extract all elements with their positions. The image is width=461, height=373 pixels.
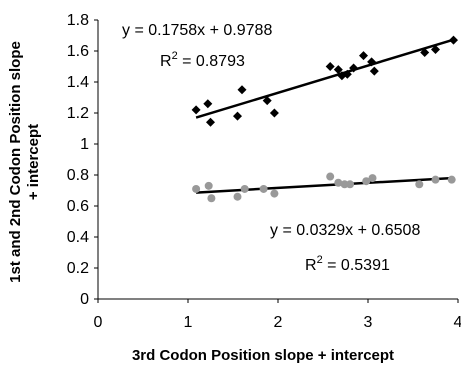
y-axis-title-line-2: + intercept (25, 124, 42, 200)
data-point-series-2 (233, 192, 242, 201)
x-tick-label: 3 (364, 314, 373, 331)
data-point-series-1 (359, 51, 368, 61)
data-point-series-2 (362, 177, 371, 186)
data-point-series-1 (367, 57, 377, 67)
data-point-series-2 (259, 184, 268, 193)
data-point-series-1 (233, 111, 242, 121)
y-tick-label: 0.4 (67, 229, 89, 246)
data-point-series-2 (431, 175, 440, 184)
data-point-series-1 (262, 96, 272, 106)
data-point-series-2 (447, 175, 456, 184)
y-tick-label: 1 (80, 136, 89, 153)
trendline-series-1 (195, 38, 454, 119)
data-point-series-2 (415, 180, 424, 189)
data-point-series-2 (270, 189, 279, 198)
x-axis-ticks: 0 1 2 3 4 (94, 299, 461, 331)
data-point-series-1 (342, 69, 352, 79)
trendlines (195, 38, 454, 194)
series-1-equation: y = 0.1758x + 0.9788 (122, 22, 272, 39)
data-point-series-1 (369, 66, 379, 76)
data-point-series-2 (192, 184, 201, 193)
data-point-series-1 (237, 85, 247, 95)
data-point-series-1 (431, 44, 440, 54)
x-tick-label: 2 (274, 314, 283, 331)
data-point-series-2 (207, 194, 216, 203)
y-tick-label: 1.8 (67, 12, 89, 29)
data-point-series-1 (349, 63, 359, 73)
y-tick-label: 0.2 (67, 260, 89, 277)
x-tick-label: 1 (184, 314, 193, 331)
data-point-series-1 (191, 105, 201, 115)
data-point-series-1 (325, 62, 335, 71)
data-point-series-1 (333, 65, 343, 75)
y-tick-label: 0 (80, 291, 89, 308)
x-tick-label: 4 (454, 314, 461, 331)
y-axis-title-line-1: 1st and 2nd Codon Position slope (7, 41, 24, 283)
trendline-series-2 (196, 176, 454, 194)
data-point-series-1 (420, 48, 430, 58)
data-point-series-1 (269, 108, 279, 118)
data-point-series-2 (240, 184, 249, 193)
series-2-r-squared: R2 = 0.5391 (305, 254, 390, 274)
data-point-series-2 (334, 178, 343, 187)
data-point-series-2 (346, 180, 354, 189)
x-tick-label: 0 (94, 314, 103, 331)
data-point-series-1 (449, 35, 458, 45)
series-1-r-squared: R2 = 0.8793 (160, 50, 245, 70)
data-point-series-2 (368, 174, 377, 183)
x-axis-title: 3rd Codon Position slope + intercept (132, 347, 394, 364)
data-points (191, 35, 458, 203)
data-point-series-1 (203, 99, 213, 109)
y-tick-label: 1.6 (67, 43, 89, 60)
data-point-series-1 (206, 117, 215, 127)
y-tick-label: 1.4 (67, 74, 89, 91)
y-tick-label: 1.2 (67, 105, 89, 122)
y-axis-ticks: 0 0.2 0.4 0.6 0.8 1 1.2 1.4 1.6 1.8 (67, 12, 98, 308)
y-tick-label: 0.8 (67, 167, 89, 184)
series-2-equation: y = 0.0329x + 0.6508 (270, 222, 420, 239)
data-point-series-2 (326, 172, 335, 181)
data-point-series-2 (204, 181, 213, 190)
y-tick-label: 0.6 (67, 198, 89, 215)
